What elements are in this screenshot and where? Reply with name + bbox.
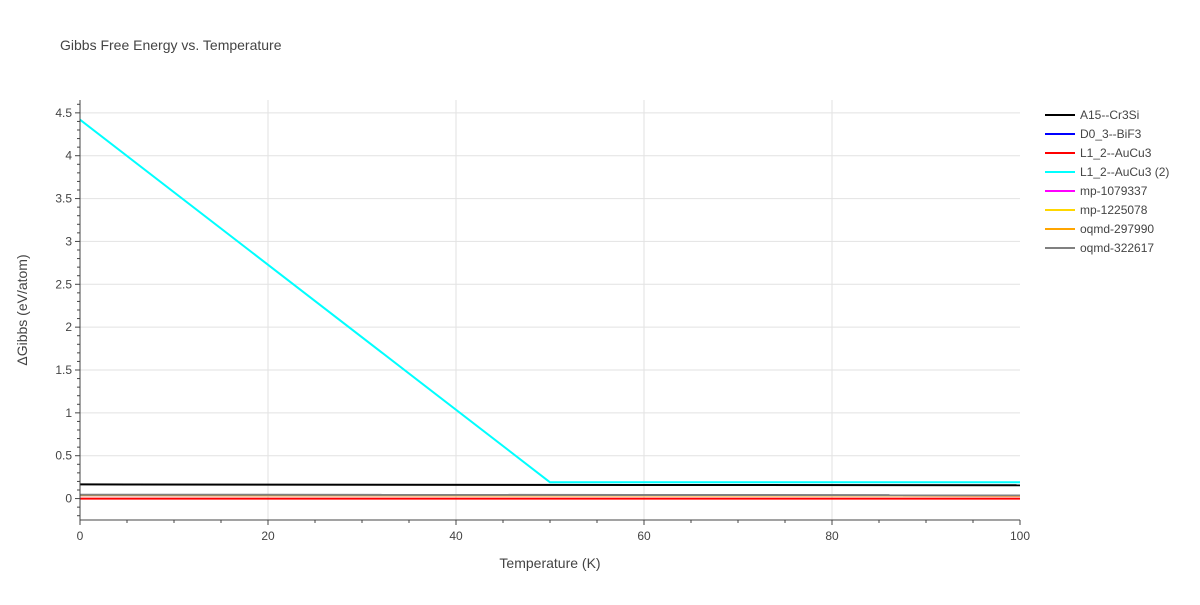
legend-label: mp-1225078 bbox=[1080, 203, 1148, 217]
x-tick-label: 0 bbox=[77, 529, 84, 543]
y-tick-label: 1 bbox=[65, 406, 72, 420]
y-tick-label: 0.5 bbox=[55, 449, 72, 463]
x-tick-label: 40 bbox=[449, 529, 463, 543]
y-tick-label: 0 bbox=[65, 492, 72, 506]
x-tick-label: 100 bbox=[1010, 529, 1030, 543]
legend-label: L1_2--AuCu3 bbox=[1080, 146, 1152, 160]
y-tick-label: 4.5 bbox=[55, 106, 72, 120]
y-tick-label: 3.5 bbox=[55, 192, 72, 206]
x-tick-label: 80 bbox=[825, 529, 839, 543]
legend-label: L1_2--AuCu3 (2) bbox=[1080, 165, 1169, 179]
series-line-a15-cr3si bbox=[80, 484, 1020, 485]
x-tick-label: 60 bbox=[637, 529, 651, 543]
y-tick-label: 2 bbox=[65, 320, 72, 334]
y-tick-label: 4 bbox=[65, 149, 72, 163]
legend-label: mp-1079337 bbox=[1080, 184, 1148, 198]
y-axis-title: ΔGibbs (eV/atom) bbox=[14, 254, 30, 365]
y-tick-label: 2.5 bbox=[55, 277, 72, 291]
y-tick-label: 1.5 bbox=[55, 363, 72, 377]
y-tick-label: 3 bbox=[65, 234, 72, 248]
legend-label: oqmd-297990 bbox=[1080, 222, 1154, 236]
chart-title: Gibbs Free Energy vs. Temperature bbox=[60, 37, 282, 53]
x-axis-title: Temperature (K) bbox=[499, 555, 600, 571]
x-tick-label: 20 bbox=[261, 529, 275, 543]
legend-label: oqmd-322617 bbox=[1080, 241, 1154, 255]
legend-label: A15--Cr3Si bbox=[1080, 108, 1139, 122]
legend-label: D0_3--BiF3 bbox=[1080, 127, 1142, 141]
